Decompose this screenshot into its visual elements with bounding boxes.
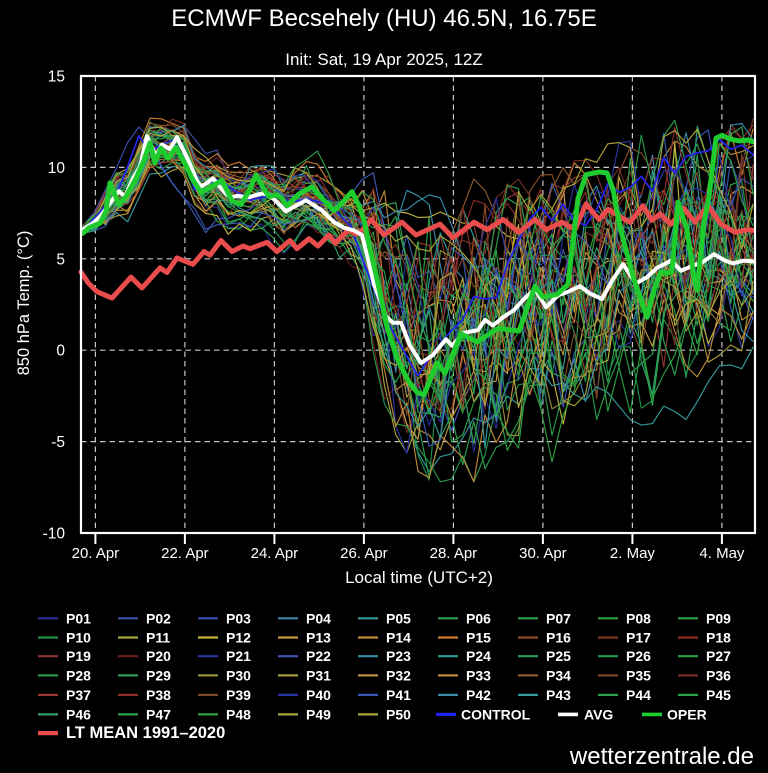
svg-text:P47: P47 (146, 706, 171, 722)
svg-text:P15: P15 (466, 630, 491, 646)
svg-text:wetterzentrale.de: wetterzentrale.de (569, 743, 754, 768)
svg-text:P11: P11 (146, 630, 170, 646)
svg-text:P13: P13 (306, 630, 331, 646)
svg-text:P22: P22 (306, 648, 331, 664)
svg-text:OPER: OPER (667, 706, 707, 722)
svg-text:-10: -10 (43, 526, 66, 543)
svg-text:20. Apr: 20. Apr (72, 545, 120, 562)
svg-text:P17: P17 (626, 630, 651, 646)
svg-text:Local time (UTC+2): Local time (UTC+2) (345, 568, 493, 587)
svg-text:P23: P23 (386, 648, 411, 664)
svg-text:P29: P29 (146, 667, 171, 683)
svg-text:AVG: AVG (584, 706, 613, 722)
svg-text:ECMWF Becsehely (HU) 46.5N, 16: ECMWF Becsehely (HU) 46.5N, 16.75E (171, 5, 596, 32)
svg-text:LT MEAN 1991–2020: LT MEAN 1991–2020 (66, 724, 225, 742)
svg-text:P02: P02 (146, 610, 171, 626)
svg-text:P49: P49 (306, 706, 331, 722)
svg-text:24. Apr: 24. Apr (251, 545, 299, 562)
svg-text:P25: P25 (546, 648, 571, 664)
svg-text:30. Apr: 30. Apr (519, 545, 567, 562)
svg-text:22. Apr: 22. Apr (161, 545, 209, 562)
svg-text:P01: P01 (66, 610, 91, 626)
svg-text:P18: P18 (706, 630, 731, 646)
svg-text:P50: P50 (386, 706, 411, 722)
svg-text:P31: P31 (306, 667, 331, 683)
svg-text:P27: P27 (706, 648, 731, 664)
svg-text:P20: P20 (146, 648, 171, 664)
svg-text:P38: P38 (146, 687, 171, 703)
svg-text:P19: P19 (66, 648, 91, 664)
svg-text:P40: P40 (306, 687, 331, 703)
svg-text:P07: P07 (546, 610, 571, 626)
svg-text:-5: -5 (51, 434, 65, 451)
svg-text:P12: P12 (226, 630, 251, 646)
svg-text:P44: P44 (626, 687, 651, 703)
svg-text:CONTROL: CONTROL (461, 706, 531, 722)
svg-text:P08: P08 (626, 610, 651, 626)
svg-text:850 hPa Temp. (°C): 850 hPa Temp. (°C) (15, 231, 33, 376)
svg-text:P09: P09 (706, 610, 731, 626)
svg-text:P34: P34 (546, 667, 571, 683)
svg-text:P14: P14 (386, 630, 411, 646)
svg-text:10: 10 (48, 160, 66, 177)
svg-text:Init: Sat, 19 Apr 2025, 12Z: Init: Sat, 19 Apr 2025, 12Z (285, 50, 483, 69)
svg-text:P48: P48 (226, 706, 251, 722)
svg-text:P26: P26 (626, 648, 651, 664)
svg-text:P30: P30 (226, 667, 251, 683)
svg-text:P37: P37 (66, 687, 91, 703)
svg-text:P10: P10 (66, 630, 91, 646)
svg-text:P39: P39 (226, 687, 251, 703)
svg-text:5: 5 (56, 251, 65, 268)
svg-text:P33: P33 (466, 667, 491, 683)
svg-text:2. May: 2. May (610, 545, 656, 562)
svg-text:P28: P28 (66, 667, 91, 683)
svg-text:P24: P24 (466, 648, 491, 664)
svg-text:P21: P21 (226, 648, 251, 664)
svg-text:P42: P42 (466, 687, 491, 703)
svg-text:P45: P45 (706, 687, 731, 703)
svg-text:0: 0 (56, 343, 65, 360)
svg-text:15: 15 (48, 69, 65, 86)
svg-text:P16: P16 (546, 630, 571, 646)
svg-text:26. Apr: 26. Apr (340, 545, 388, 562)
svg-text:P04: P04 (306, 610, 331, 626)
svg-text:P41: P41 (386, 687, 411, 703)
svg-text:P36: P36 (706, 667, 731, 683)
svg-text:P46: P46 (66, 706, 91, 722)
svg-text:P35: P35 (626, 667, 651, 683)
svg-text:4. May: 4. May (699, 545, 745, 562)
svg-text:P03: P03 (226, 610, 251, 626)
svg-text:28. Apr: 28. Apr (430, 545, 478, 562)
svg-text:P06: P06 (466, 610, 491, 626)
svg-text:P32: P32 (386, 667, 411, 683)
svg-text:P05: P05 (386, 610, 411, 626)
svg-text:P43: P43 (546, 687, 571, 703)
